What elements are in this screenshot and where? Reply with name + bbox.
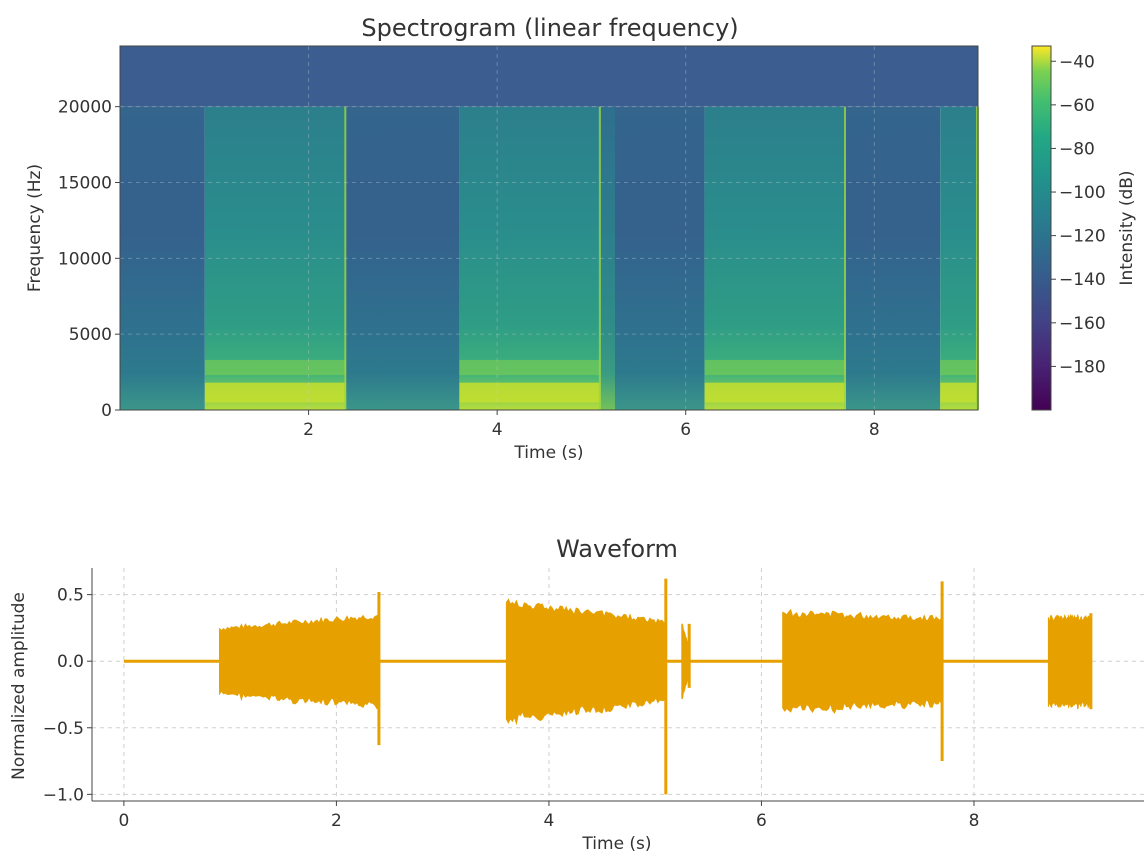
spectrogram-harmonic-band — [204, 359, 347, 376]
spectrogram-panel: Spectrogram (linear frequency) 2 4 6 8 0 500… — [25, 14, 979, 463]
waveform-y-tick-label: −0.5 — [43, 719, 84, 739]
spectrogram-x-ticks: 2 4 6 8 — [303, 410, 880, 440]
spectrogram-segment — [704, 106, 846, 411]
waveform-y-axis-label: Normalized amplitude — [9, 592, 29, 780]
waveform-plot-area — [123, 578, 1093, 795]
spectrogram-segment — [940, 106, 978, 411]
colorbar-tick-label: −60 — [1059, 96, 1095, 116]
spectrogram-segment — [459, 106, 601, 411]
waveform-burst — [1047, 613, 1092, 710]
spectrogram-segment — [615, 106, 705, 411]
spectrogram-harmonic-band — [459, 359, 601, 376]
spectrogram-harmonic-band — [459, 382, 601, 403]
spectrogram-transient — [344, 106, 348, 411]
waveform-x-ticks: 0 2 4 6 8 — [118, 801, 979, 831]
spectrogram-segment — [846, 106, 941, 411]
spectrogram-y-tick-label: 10000 — [58, 249, 112, 269]
spectrogram-segment — [204, 106, 347, 411]
spectrogram-harmonic-band — [940, 382, 978, 403]
waveform-y-ticks: −1.0 −0.5 0.0 0.5 — [43, 586, 92, 805]
spectrogram-x-axis-label: Time (s) — [513, 443, 583, 463]
waveform-x-tick-label: 2 — [331, 811, 342, 831]
colorbar-tick-label: −40 — [1059, 52, 1095, 72]
spectrogram-y-tick-label: 5000 — [69, 325, 112, 345]
waveform-y-tick-label: 0.5 — [57, 586, 84, 606]
waveform-burst — [219, 614, 380, 710]
spectrogram-x-tick-label: 2 — [303, 420, 314, 440]
spectrogram-harmonic-band — [204, 382, 347, 403]
spectrogram-x-tick-label: 6 — [680, 420, 691, 440]
colorbar-tick-label: −160 — [1059, 314, 1106, 334]
colorbar-ticks: −40 −60 −80 −100 −120 −140 −160 −180 — [1051, 52, 1106, 377]
spectrogram-segment — [120, 106, 205, 411]
colorbar-tick-label: −180 — [1059, 357, 1106, 377]
colorbar-tick-label: −120 — [1059, 227, 1106, 247]
colorbar: −40 −60 −80 −100 −120 −140 −160 −180 Intensity … — [1031, 45, 1137, 411]
spectrogram-transient — [598, 106, 602, 411]
spectrogram-y-tick-label: 15000 — [58, 174, 112, 194]
waveform-grid — [92, 568, 1144, 801]
waveform-y-tick-label: 0.0 — [57, 652, 84, 672]
waveform-x-tick-label: 6 — [756, 811, 767, 831]
spectrogram-y-axis-label: Frequency (Hz) — [25, 164, 45, 292]
waveform-burst — [505, 598, 667, 726]
waveform-x-tick-label: 0 — [118, 811, 129, 831]
spectrogram-frame — [119, 45, 979, 411]
spectrogram-above-bandlimit — [120, 46, 978, 107]
colorbar-tick-label: −100 — [1059, 183, 1106, 203]
spectrogram-harmonic-band — [940, 359, 978, 376]
spectrogram-harmonic-band — [704, 382, 846, 403]
colorbar-gradient — [1031, 45, 1052, 411]
spectrogram-x-tick-label: 8 — [869, 420, 880, 440]
spectrogram-y-ticks: 0 5000 10000 15000 20000 — [58, 98, 120, 421]
colorbar-label: Intensity (dB) — [1117, 170, 1137, 285]
colorbar-tick-label: −80 — [1059, 139, 1095, 159]
colorbar-tick-label: −140 — [1059, 270, 1106, 290]
spectrogram-harmonic-band — [704, 359, 846, 376]
spectrogram-segment — [346, 106, 460, 411]
waveform-x-tick-label: 4 — [544, 811, 555, 831]
spectrogram-title: Spectrogram (linear frequency) — [361, 14, 738, 42]
spectrogram-y-tick-label: 20000 — [58, 98, 112, 118]
waveform-panel: Waveform 0 2 4 6 8 −1.0 −0.5 0.0 0.5 Time (s) N… — [9, 535, 1144, 854]
waveform-burst — [782, 608, 943, 714]
spectrogram-plot-area — [120, 46, 979, 411]
waveform-x-tick-label: 8 — [969, 811, 980, 831]
spectrogram-transient — [844, 106, 847, 411]
waveform-y-tick-label: −1.0 — [43, 785, 84, 805]
spectrogram-segment — [600, 106, 615, 411]
waveform-x-axis-label: Time (s) — [581, 834, 651, 854]
spectrogram-y-tick-label: 0 — [101, 401, 112, 421]
spectrogram-x-tick-label: 4 — [492, 420, 503, 440]
waveform-title: Waveform — [556, 535, 678, 563]
